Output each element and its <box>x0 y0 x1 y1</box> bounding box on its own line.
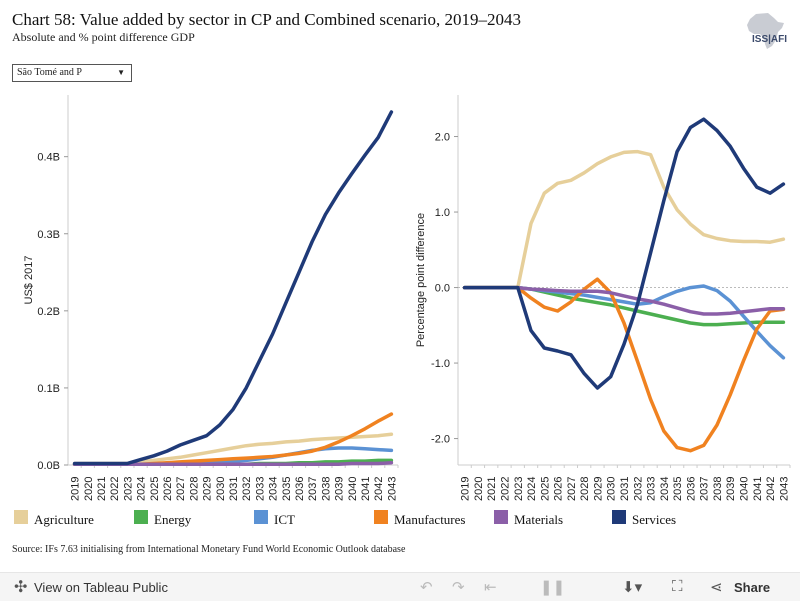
x-tick-label: 2020 <box>473 477 485 501</box>
x-tick-label: 2022 <box>109 477 121 501</box>
x-tick-label: 2024 <box>136 477 148 501</box>
legend-label[interactable]: Agriculture <box>34 512 94 527</box>
x-tick-label: 2025 <box>539 477 551 501</box>
x-tick-label: 2042 <box>765 477 777 501</box>
x-tick-label: 2034 <box>659 477 671 501</box>
x-tick-label: 2019 <box>70 477 82 501</box>
x-tick-label: 2039 <box>334 477 346 501</box>
y-axis-label: Percentage point difference <box>415 213 427 347</box>
x-tick-label: 2043 <box>386 477 398 501</box>
legend-swatch[interactable] <box>494 510 508 524</box>
legend-label[interactable]: Energy <box>154 512 192 527</box>
x-tick-label: 2028 <box>579 477 591 501</box>
x-tick-label: 2037 <box>699 477 711 501</box>
x-tick-label: 2036 <box>294 477 306 501</box>
x-tick-label: 2043 <box>778 477 790 501</box>
y-tick-label: -2.0 <box>431 434 450 446</box>
y-tick-label: 0.2B <box>37 306 60 318</box>
x-tick-label: 2021 <box>486 477 498 501</box>
x-tick-label: 2032 <box>632 477 644 501</box>
x-tick-label: 2035 <box>281 477 293 501</box>
legend-swatch[interactable] <box>374 510 388 524</box>
y-tick-label: 0.0 <box>435 283 450 295</box>
legend-swatch[interactable] <box>254 510 268 524</box>
x-tick-label: 2040 <box>739 477 751 501</box>
x-tick-label: 2033 <box>646 477 658 501</box>
x-tick-label: 2028 <box>188 477 200 501</box>
x-tick-label: 2030 <box>606 477 618 501</box>
x-tick-label: 2031 <box>228 477 240 501</box>
source-note: Source: IFs 7.63 initialising from Inter… <box>12 544 406 555</box>
series-line-services[interactable] <box>462 117 786 390</box>
pause-icon[interactable]: ❚❚ <box>540 579 566 596</box>
tableau-footer: ✣ View on Tableau Public ↶ ↷ ⇤ ❚❚ ⬇▾ ⛶ ⋖… <box>0 572 800 601</box>
x-tick-label: 2037 <box>307 477 319 501</box>
x-tick-label: 2038 <box>320 477 332 501</box>
x-tick-label: 2023 <box>122 477 134 501</box>
x-tick-label: 2031 <box>619 477 631 501</box>
x-tick-label: 2020 <box>83 477 95 501</box>
redo-icon[interactable]: ↷ <box>452 579 465 596</box>
x-tick-label: 2032 <box>241 477 253 501</box>
legend: Agriculture Energy ICT Manufactures Material… <box>0 506 800 532</box>
x-tick-label: 2033 <box>254 477 266 501</box>
x-tick-label: 2026 <box>162 477 174 501</box>
legend-label[interactable]: Services <box>632 512 677 527</box>
series-line-manufactures[interactable] <box>72 412 394 466</box>
x-tick-label: 2019 <box>460 477 472 501</box>
y-tick-label: 2.0 <box>435 132 450 144</box>
x-tick-label: 2027 <box>175 477 187 501</box>
undo-icon[interactable]: ↶ <box>420 579 433 596</box>
series-line-agriculture[interactable] <box>462 149 786 290</box>
x-tick-label: 2026 <box>553 477 565 501</box>
revert-icon[interactable]: ⇤ <box>484 579 497 596</box>
legend-label[interactable]: Manufactures <box>394 512 466 527</box>
tableau-logo-icon: ✣ <box>14 579 28 596</box>
x-tick-label: 2040 <box>347 477 359 501</box>
country-filter-value: São Tomé and P <box>17 67 82 78</box>
x-tick-label: 2029 <box>202 477 214 501</box>
y-tick-label: 0.4B <box>37 152 60 164</box>
share-icon[interactable]: ⋖ <box>710 579 723 596</box>
y-tick-label: 0.3B <box>37 229 60 241</box>
share-button[interactable]: Share <box>734 580 771 595</box>
fullscreen-icon[interactable]: ⛶ <box>672 578 683 595</box>
y-tick-label: 0.0B <box>37 460 60 472</box>
x-tick-label: 2038 <box>712 477 724 501</box>
chevron-down-icon[interactable]: ▼ <box>117 68 125 77</box>
legend-label[interactable]: Materials <box>514 512 564 527</box>
x-tick-label: 2035 <box>672 477 684 501</box>
y-tick-label: 1.0 <box>435 207 450 219</box>
logo-text: ISS|AFI <box>752 34 788 45</box>
legend-swatch[interactable] <box>14 510 28 524</box>
y-tick-label: -1.0 <box>431 358 450 370</box>
download-icon[interactable]: ⬇▾ <box>622 579 643 596</box>
x-tick-label: 2034 <box>268 477 280 501</box>
series-line-services[interactable] <box>72 110 394 466</box>
africa-logo-icon <box>747 13 784 49</box>
legend-swatch[interactable] <box>134 510 148 524</box>
x-tick-label: 2041 <box>360 477 372 501</box>
x-tick-label: 2042 <box>373 477 385 501</box>
legend-label[interactable]: ICT <box>274 512 295 527</box>
x-tick-label: 2024 <box>526 477 538 501</box>
legend-swatch[interactable] <box>612 510 626 524</box>
x-tick-label: 2023 <box>513 477 525 501</box>
chart-subtitle: Absolute and % point difference GDP <box>12 30 195 44</box>
x-tick-label: 2022 <box>499 477 511 501</box>
x-tick-label: 2021 <box>96 477 108 501</box>
x-tick-label: 2039 <box>725 477 737 501</box>
chart-title: Chart 58: Value added by sector in CP an… <box>12 10 521 29</box>
x-tick-label: 2025 <box>149 477 161 501</box>
view-on-tableau-link[interactable]: View on Tableau Public <box>34 580 168 595</box>
x-tick-label: 2029 <box>592 477 604 501</box>
country-filter-dropdown[interactable]: São Tomé and P ▼ <box>12 64 132 82</box>
y-axis-label: US$ 2017 <box>23 256 35 305</box>
x-tick-label: 2030 <box>215 477 227 501</box>
y-tick-label: 0.1B <box>37 383 60 395</box>
x-tick-label: 2036 <box>685 477 697 501</box>
x-tick-label: 2041 <box>752 477 764 501</box>
x-tick-label: 2027 <box>566 477 578 501</box>
